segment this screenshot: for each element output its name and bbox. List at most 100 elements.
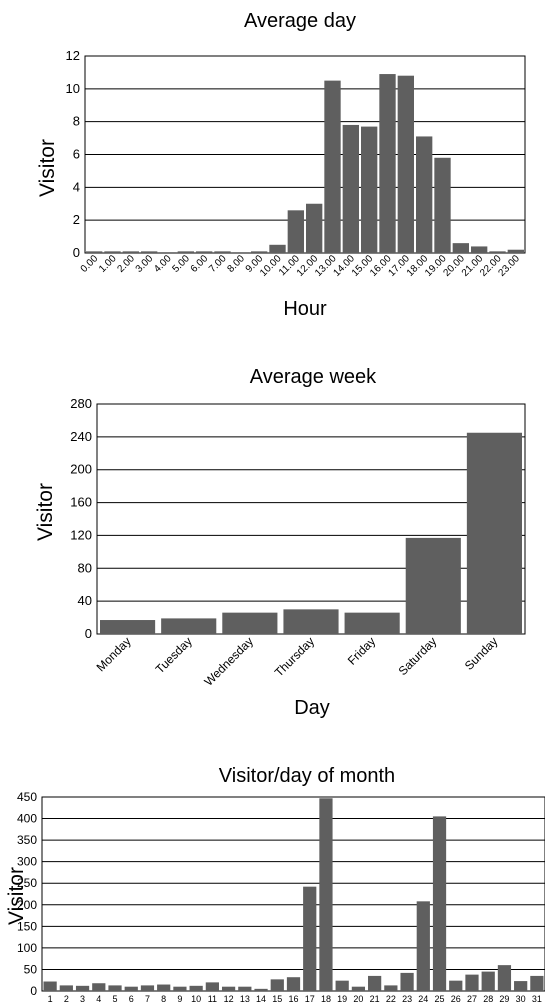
bar-date-31 — [530, 975, 544, 991]
y-tick-label: 50 — [24, 962, 38, 976]
bar-date-1 — [43, 981, 57, 991]
y-tick-label: 400 — [17, 812, 37, 826]
bar-date-12 — [221, 986, 236, 991]
bar-date-7 — [140, 985, 155, 991]
bar-date-13 — [238, 986, 252, 991]
y-tick-label: 0 — [73, 245, 80, 260]
y-tick-label: 8 — [73, 114, 80, 129]
bar-date-2 — [59, 985, 73, 991]
bar-date-29 — [497, 965, 512, 991]
average-week-title: Average week — [250, 366, 377, 388]
y-tick-label: 80 — [78, 560, 92, 575]
x-tick-label: 25 — [435, 994, 445, 1003]
x-tick-label: 8.00 — [225, 253, 247, 275]
y-tick-label: 4 — [73, 179, 80, 194]
plot-frame — [41, 796, 545, 992]
x-tick-label: 2 — [64, 994, 69, 1003]
bar-hour-9.00 — [251, 251, 268, 253]
visitor-day-of-month-ylabel: Visitor — [5, 867, 28, 925]
x-tick-label: Sunday — [462, 634, 501, 673]
x-tick-label: 30 — [516, 994, 526, 1003]
visitor-day-of-month-title: Visitor/day of month — [219, 765, 395, 787]
y-tick-label: 12 — [66, 48, 80, 63]
bar-date-26 — [449, 980, 463, 991]
bar-date-28 — [481, 971, 495, 991]
y-tick-label: 250 — [17, 876, 37, 890]
x-tick-label: 9 — [177, 994, 182, 1003]
bar-date-10 — [189, 985, 203, 991]
y-tick-label: 350 — [17, 833, 37, 847]
x-tick-label: Friday — [345, 634, 378, 667]
y-tick-label: 240 — [70, 429, 92, 444]
x-tick-label: 28 — [483, 994, 493, 1003]
bar-day-Wednesday — [222, 612, 278, 634]
bar-hour-20.00 — [452, 243, 469, 253]
x-tick-label: 6.00 — [189, 253, 211, 275]
bar-date-27 — [465, 974, 479, 991]
bar-date-14 — [254, 988, 268, 991]
visitor-day-of-month-chart: Visitor/day of month Visitor 0 50 100 150 20… — [5, 765, 545, 1003]
x-tick-label: 21 — [370, 994, 380, 1003]
y-tick-label: 280 — [70, 396, 92, 411]
bar-hour-14.00 — [342, 124, 359, 253]
bar-hour-11.00 — [287, 210, 304, 253]
x-tick-label: 12 — [224, 994, 234, 1003]
x-tick-label: 13 — [240, 994, 250, 1003]
y-tick-label: 200 — [17, 898, 37, 912]
x-tick-label: 17 — [305, 994, 315, 1003]
x-tick-label: 10 — [191, 994, 201, 1003]
x-tick-label: 7 — [145, 994, 150, 1003]
x-tick-label: 11 — [208, 994, 217, 1003]
x-tick-label: 1 — [48, 994, 53, 1003]
bar-hour-4.00 — [159, 252, 176, 253]
y-tick-label: 6 — [73, 147, 80, 162]
x-tick-label: 3.00 — [134, 253, 156, 275]
bar-hour-0.00 — [86, 251, 103, 253]
y-tick-label: 120 — [70, 527, 92, 542]
x-tick-label: 29 — [499, 994, 509, 1003]
x-tick-label: 8 — [161, 994, 166, 1003]
bar-day-Saturday — [405, 537, 461, 634]
bar-hour-19.00 — [434, 157, 451, 253]
bar-hour-13.00 — [324, 80, 341, 253]
bar-date-5 — [108, 985, 122, 991]
x-tick-label: 4.00 — [152, 253, 174, 275]
average-week-xlabel: Day — [294, 697, 330, 719]
bar-hour-2.00 — [122, 251, 139, 253]
bar-date-8 — [157, 984, 171, 991]
bar-hour-18.00 — [416, 136, 433, 253]
bar-date-21 — [368, 975, 382, 991]
bar-date-9 — [173, 986, 187, 991]
x-tick-label: Wednesday — [201, 634, 256, 689]
bar-hour-8.00 — [232, 252, 249, 253]
average-day-title: Average day — [244, 10, 356, 32]
bar-date-22 — [384, 985, 398, 991]
y-tick-label: 2 — [73, 212, 80, 227]
x-tick-label: 7.00 — [207, 253, 229, 275]
bar-hour-17.00 — [397, 75, 414, 253]
average-day-xlabel: Hour — [283, 298, 327, 320]
x-tick-label: 27 — [467, 994, 477, 1003]
x-tick-label: 4 — [96, 994, 101, 1003]
x-tick-label: 15 — [272, 994, 282, 1003]
y-tick-label: 40 — [78, 593, 92, 608]
x-tick-label: 16 — [288, 994, 298, 1003]
bar-hour-1.00 — [104, 251, 121, 253]
y-tick-label: 100 — [17, 941, 37, 955]
bar-hour-12.00 — [306, 203, 323, 253]
y-tick-label: 450 — [17, 790, 37, 804]
bar-day-Friday — [344, 612, 400, 634]
x-tick-label: 5 — [113, 994, 118, 1003]
x-tick-label: 6 — [129, 994, 134, 1003]
bar-day-Thursday — [283, 609, 339, 634]
x-tick-label: 0.00 — [79, 253, 101, 275]
y-tick-label: 160 — [70, 495, 92, 510]
plot-frame — [84, 55, 526, 254]
x-tick-label: 31 — [532, 994, 542, 1003]
x-tick-label: 19 — [337, 994, 347, 1003]
bar-date-4 — [92, 983, 106, 991]
bar-hour-16.00 — [379, 74, 396, 253]
bar-hour-5.00 — [177, 251, 194, 253]
bar-day-Sunday — [466, 432, 522, 634]
